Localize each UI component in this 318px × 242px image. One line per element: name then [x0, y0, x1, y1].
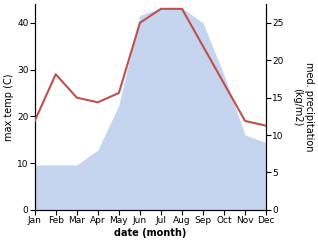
Y-axis label: med. precipitation
(kg/m2): med. precipitation (kg/m2)	[292, 62, 314, 152]
X-axis label: date (month): date (month)	[114, 228, 187, 238]
Y-axis label: max temp (C): max temp (C)	[4, 73, 14, 141]
